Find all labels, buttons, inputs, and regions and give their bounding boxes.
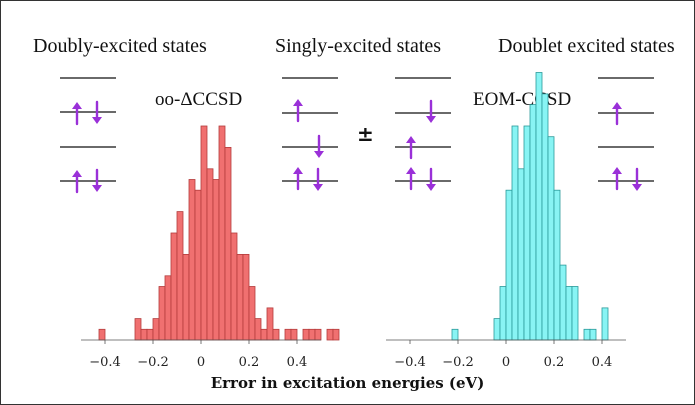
histogram-bar [308,328,316,341]
histogram-bar [290,328,298,341]
singly-excited-label: Singly-excited states [275,35,442,57]
x-tick-label: 0.2 [239,355,260,370]
histogram-bar [236,253,244,341]
up-arrow-icon [612,102,622,109]
x-axis-label: Error in excitation energies (eV) [210,374,485,392]
x-tick-label: −0.2 [442,355,474,370]
histogram-bar [158,286,166,341]
x-tick-label: 0.4 [287,355,308,370]
up-arrow-icon [612,167,622,174]
histogram-bar [224,146,232,341]
histogram-bar [206,168,214,341]
histogram-bar [98,328,106,341]
histogram-bar [314,328,322,341]
histogram-bar [559,264,567,341]
down-arrow-icon [632,184,642,191]
histogram-bar [218,125,226,341]
histogram-bar [505,189,513,341]
histogram-bar [134,318,142,341]
histogram-bar [188,179,196,341]
histogram-bar [242,253,250,341]
histogram-bar [140,328,148,341]
x-tick-label: −0.4 [89,355,121,370]
histogram-bar [493,318,501,341]
histogram-bar [451,328,459,341]
histogram-bar [200,125,208,341]
x-tick-label: 0.2 [544,355,565,370]
down-arrow-icon [426,116,436,123]
histogram-bar [511,125,519,341]
histogram-bar [517,168,525,341]
down-arrow-icon [92,117,102,124]
down-arrow-icon [314,151,324,158]
histogram-bar [194,189,202,341]
histogram-bar [248,286,256,341]
histogram-bar [260,328,268,341]
doublet-excited-label: Doublet excited states [498,35,675,57]
histogram-bar [146,328,154,341]
x-tick-label: 0 [502,355,510,370]
histogram-bar [326,328,334,341]
up-arrow-icon [406,167,416,174]
histogram-bar [547,136,555,341]
down-arrow-icon [426,184,436,191]
histogram-bar [284,328,292,341]
histogram-bar [152,318,160,341]
histogram-bar [571,286,579,341]
histogram-bar [601,307,609,341]
histogram-bar [553,189,561,341]
histogram-bar [529,104,537,341]
histogram-bar [302,328,310,341]
plus-minus-sign: ± [357,122,374,146]
down-arrow-icon [313,184,323,191]
histogram-bar [583,328,591,341]
histogram-bar [589,328,597,341]
up-arrow-icon [72,170,82,177]
histogram-bar [332,328,340,341]
histogram-bar [212,179,220,341]
doubly-excited-label: Doubly-excited states [33,35,207,57]
histogram-bar [535,72,543,341]
histogram-bar [565,286,573,341]
histogram-bar [541,93,549,341]
histogram-bar [499,286,507,341]
x-tick-label: −0.2 [137,355,169,370]
histogram-bar [272,328,280,341]
up-arrow-icon [406,136,416,143]
histogram-bar [182,253,190,341]
oo-dccsd-label: oo-ΔCCSD [155,89,243,110]
up-arrow-icon [293,99,303,106]
histogram-bar [523,125,531,341]
x-tick-label: 0.4 [592,355,613,370]
up-arrow-icon [293,167,303,174]
down-arrow-icon [92,185,102,192]
histogram-bar [176,211,184,341]
x-tick-label: 0 [197,355,205,370]
histogram-bar [266,307,274,341]
x-tick-label: −0.4 [394,355,426,370]
histogram-bar [230,232,238,341]
histogram-bar [164,275,172,341]
histogram-bar [254,318,262,341]
histogram-bar [170,232,178,341]
up-arrow-icon [72,102,82,109]
